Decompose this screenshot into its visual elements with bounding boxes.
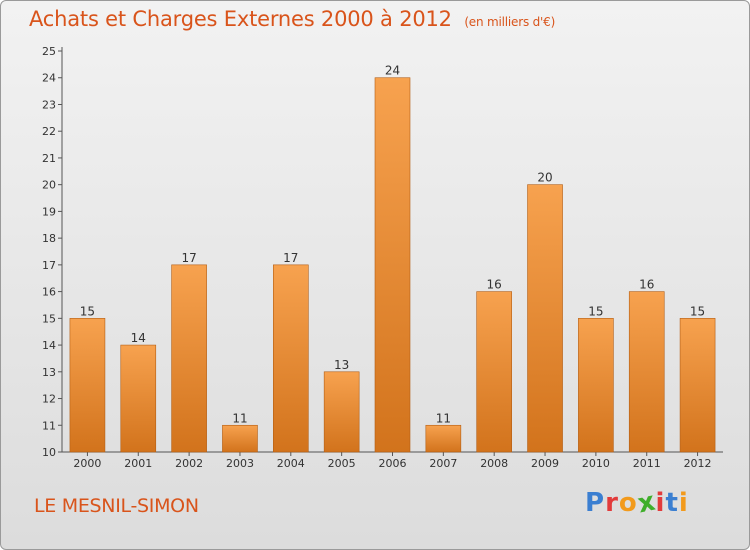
y-tick-label: 14 bbox=[42, 339, 56, 352]
y-tick-label: 25 bbox=[42, 45, 56, 58]
bar-2010 bbox=[578, 318, 614, 453]
data-label-2005: 13 bbox=[334, 358, 349, 372]
bars bbox=[69, 77, 716, 453]
bar-2007 bbox=[425, 424, 462, 453]
logo-letter: t bbox=[665, 488, 679, 518]
logo-letter: r bbox=[605, 488, 619, 518]
x-tick-label-2005: 2005 bbox=[328, 457, 356, 470]
proxiti-logo: Proxiti bbox=[585, 486, 689, 519]
x-tick-label-2003: 2003 bbox=[226, 457, 254, 470]
bar-2011 bbox=[628, 291, 665, 453]
data-label-2000: 15 bbox=[80, 304, 95, 318]
bar-2006 bbox=[374, 77, 411, 453]
x-tick-label-2008: 2008 bbox=[480, 457, 508, 470]
y-tick-label: 19 bbox=[42, 205, 56, 218]
y-tick-label: 12 bbox=[42, 393, 56, 406]
y-tick-label: 23 bbox=[42, 98, 56, 111]
bar-2000 bbox=[69, 318, 106, 453]
x-tick-label-2009: 2009 bbox=[531, 457, 559, 470]
y-tick-label: 11 bbox=[42, 419, 56, 432]
data-label-2010: 15 bbox=[588, 304, 603, 318]
x-tick-label-2007: 2007 bbox=[429, 457, 457, 470]
logo-letter: i bbox=[678, 488, 689, 518]
location-label: LE MESNIL-SIMON bbox=[34, 495, 199, 517]
data-label-2002: 17 bbox=[181, 251, 196, 265]
bar-2004 bbox=[273, 264, 309, 453]
data-label-2012: 15 bbox=[690, 304, 705, 318]
data-labels: 15 14 17 11 17 13 24 11 16 20 15 16 15 bbox=[80, 64, 705, 426]
x-tick-label-2004: 2004 bbox=[277, 457, 305, 470]
y-tick-label: 22 bbox=[42, 125, 56, 138]
x-tick-label-2006: 2006 bbox=[379, 457, 407, 470]
y-tick-label: 21 bbox=[42, 152, 56, 165]
logo-letter: i bbox=[655, 488, 666, 518]
x-tick-label-2002: 2002 bbox=[175, 457, 203, 470]
bar-2008 bbox=[476, 291, 512, 453]
data-label-2006: 24 bbox=[385, 64, 400, 78]
y-tick-label: 20 bbox=[42, 179, 56, 192]
chart-subtitle: (en milliers d'€) bbox=[464, 15, 556, 29]
y-tick-label: 15 bbox=[42, 312, 56, 325]
y-tick-label: 13 bbox=[42, 366, 56, 379]
data-label-2007: 11 bbox=[436, 411, 451, 425]
x-tick-label-2012: 2012 bbox=[684, 457, 712, 470]
logo-letter: P bbox=[585, 488, 606, 518]
bar-2012 bbox=[679, 318, 716, 453]
bar-2002 bbox=[171, 264, 207, 453]
data-label-2009: 20 bbox=[537, 171, 552, 185]
bar-2001 bbox=[120, 344, 157, 453]
bar-2005 bbox=[323, 371, 360, 453]
data-label-2011: 16 bbox=[639, 278, 654, 292]
bar-2003 bbox=[222, 424, 258, 453]
x-tick-label-2010: 2010 bbox=[582, 457, 610, 470]
data-label-2003: 11 bbox=[232, 411, 247, 425]
data-label-2004: 17 bbox=[283, 251, 298, 265]
y-tick-label: 16 bbox=[42, 286, 56, 299]
title-text: Achats et Charges Externes 2000 à 2012 bbox=[29, 7, 452, 31]
y-tick-label: 24 bbox=[42, 72, 56, 85]
data-label-2008: 16 bbox=[487, 278, 502, 292]
axes: 10 11 12 13 14 15 16 17 18 19 20 21 22 23 24 25 2000 2001… bbox=[42, 45, 723, 470]
y-tick-label: 18 bbox=[42, 232, 56, 245]
bar-2009 bbox=[527, 184, 563, 453]
x-tick-label-2001: 2001 bbox=[124, 457, 152, 470]
x-tick-label-2000: 2000 bbox=[73, 457, 101, 470]
y-tick-label: 10 bbox=[42, 446, 56, 459]
chart-title: Achats et Charges Externes 2000 à 2012 (… bbox=[29, 7, 555, 31]
y-tick-label: 17 bbox=[42, 259, 56, 272]
logo-letter: o bbox=[618, 488, 638, 518]
x-tick-label-2011: 2011 bbox=[633, 457, 661, 470]
data-label-2001: 14 bbox=[131, 331, 146, 345]
